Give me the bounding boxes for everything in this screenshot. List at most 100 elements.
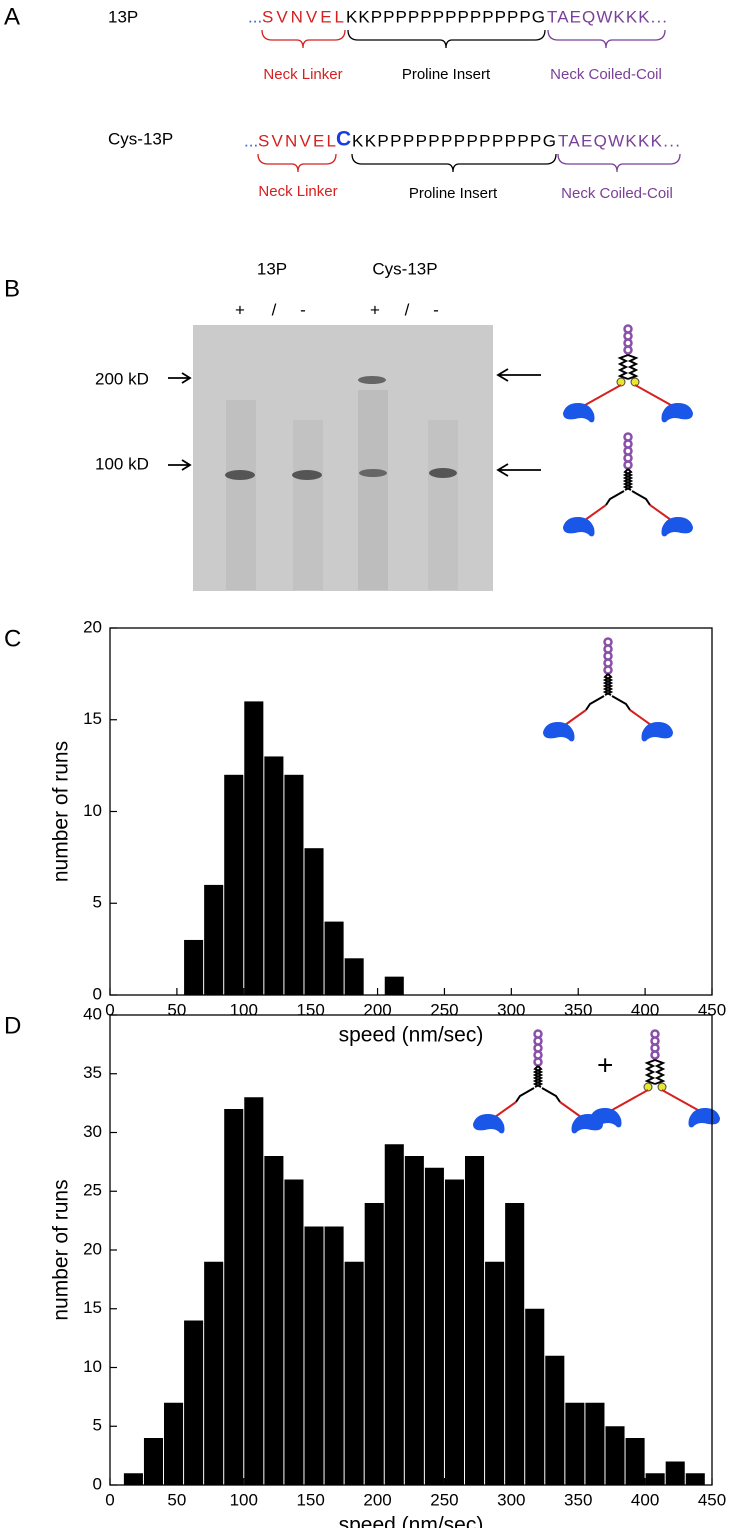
- bar: [665, 1461, 685, 1485]
- y-tick-label: 5: [93, 1416, 102, 1435]
- y-tick-label: 0: [93, 984, 102, 1003]
- bar: [465, 1156, 485, 1485]
- bar: [184, 939, 204, 995]
- bar: [424, 1167, 444, 1485]
- region-label: Neck Coiled-Coil: [550, 66, 662, 83]
- x-tick-label: 250: [430, 1490, 458, 1509]
- sequence-insert: KKPPPPPPPPPPPPPG: [352, 131, 556, 150]
- x-tick-label: 400: [631, 1000, 659, 1019]
- x-tick-label: 300: [497, 1000, 525, 1019]
- x-tick-label: 150: [296, 1000, 324, 1019]
- sequence-linker: SVNVEL: [258, 131, 336, 150]
- sequence-cysteine: C: [336, 128, 351, 151]
- bar: [364, 1203, 384, 1485]
- x-tick-label: 200: [363, 1000, 391, 1019]
- region-label: Neck Linker: [258, 183, 337, 200]
- x-tick-label: 300: [497, 1490, 525, 1509]
- panel-label: C: [4, 625, 21, 652]
- x-tick-label: 350: [564, 1490, 592, 1509]
- x-tick-label: 350: [564, 1000, 592, 1019]
- bar: [645, 1473, 665, 1485]
- x-axis-label: speed (nm/sec): [339, 1024, 484, 1047]
- bar: [184, 1320, 204, 1485]
- region-label: Neck Coiled-Coil: [561, 185, 673, 202]
- panel-label: D: [4, 1012, 21, 1039]
- bar: [324, 921, 344, 995]
- y-tick-label: 10: [83, 801, 102, 820]
- y-tick-label: 15: [83, 709, 102, 728]
- y-tick-label: 30: [83, 1122, 102, 1141]
- bar: [204, 1261, 224, 1485]
- lane-label: /: [405, 300, 410, 319]
- y-tick-label: 15: [83, 1298, 102, 1317]
- bar: [264, 1156, 284, 1485]
- bar: [244, 1097, 264, 1485]
- y-tick-label: 20: [83, 617, 102, 636]
- region-label: Neck Linker: [263, 66, 342, 83]
- panel-label: A: [4, 3, 20, 30]
- bar: [525, 1308, 545, 1485]
- bar: [143, 1438, 164, 1485]
- y-tick-label: 0: [93, 1474, 102, 1493]
- bar: [304, 1226, 324, 1485]
- bar: [505, 1203, 525, 1485]
- marker-label: 100 kD: [95, 454, 149, 473]
- bar: [284, 1179, 304, 1485]
- bar: [224, 774, 244, 995]
- x-tick-label: 150: [296, 1490, 324, 1509]
- sequence-prefix: ...: [244, 131, 258, 150]
- construct-name: 13P: [108, 7, 138, 26]
- bar: [384, 1144, 404, 1485]
- marker-label: 200 kD: [95, 369, 149, 388]
- bar: [344, 958, 364, 995]
- y-axis-label: number of runs: [50, 741, 73, 882]
- bar: [685, 1473, 705, 1485]
- lane-label: -: [300, 300, 306, 319]
- bar: [625, 1438, 645, 1485]
- x-tick-label: 50: [167, 1000, 186, 1019]
- y-tick-label: 35: [83, 1063, 102, 1082]
- lane-label: -: [433, 300, 439, 319]
- region-label: Proline Insert: [402, 66, 491, 83]
- bar: [344, 1261, 364, 1485]
- lane-group: Cys-13P: [372, 259, 437, 278]
- y-tick-label: 25: [83, 1181, 102, 1200]
- sequence-insert: KKPPPPPPPPPPPPPG: [346, 7, 545, 26]
- construct-name: Cys-13P: [108, 129, 173, 148]
- y-tick-label: 5: [93, 893, 102, 912]
- y-axis-label: number of runs: [50, 1179, 73, 1320]
- x-tick-label: 400: [631, 1490, 659, 1509]
- bar: [545, 1355, 565, 1485]
- y-tick-label: 40: [83, 1004, 102, 1023]
- bar: [304, 848, 324, 995]
- bar: [404, 1156, 424, 1485]
- bar: [444, 1179, 465, 1485]
- bar: [585, 1402, 605, 1485]
- region-label: Proline Insert: [409, 185, 498, 202]
- bar: [605, 1426, 625, 1485]
- bar: [204, 884, 224, 995]
- x-tick-label: 100: [230, 1490, 258, 1509]
- x-tick-label: 0: [105, 1000, 114, 1019]
- bar: [284, 774, 304, 995]
- x-tick-label: 250: [430, 1000, 458, 1019]
- x-tick-label: 100: [230, 1000, 258, 1019]
- bar: [164, 1402, 184, 1485]
- y-tick-label: 10: [83, 1357, 102, 1376]
- bar: [244, 701, 264, 995]
- bar: [485, 1261, 505, 1485]
- sequence-linker: SVNVEL: [262, 7, 344, 26]
- sequence-coil: TAEQWKKK...: [547, 7, 667, 26]
- bar: [264, 756, 284, 995]
- x-tick-label: 450: [698, 1490, 726, 1509]
- panel-label: B: [4, 275, 20, 302]
- y-tick-label: 20: [83, 1239, 102, 1258]
- x-axis-label: speed (nm/sec): [339, 1514, 484, 1528]
- x-tick-label: 0: [105, 1490, 114, 1509]
- lane-label: /: [272, 300, 277, 319]
- lane-label: +: [235, 300, 245, 319]
- bar: [224, 1109, 244, 1485]
- bar: [123, 1473, 143, 1485]
- plus: +: [597, 1049, 613, 1080]
